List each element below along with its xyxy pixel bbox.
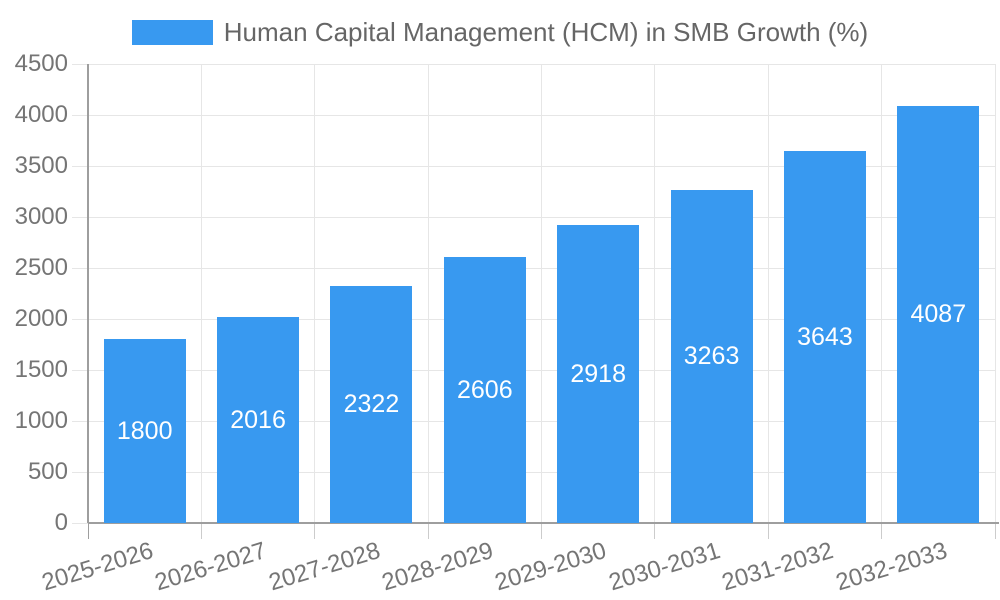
bar[interactable]: 3643 (783, 151, 866, 523)
y-axis-tick (72, 63, 88, 65)
legend-label: Human Capital Management (HCM) in SMB Gr… (223, 17, 869, 47)
x-axis-category-label: 2030-2031 (605, 537, 724, 597)
bar-value-label: 2606 (457, 375, 513, 404)
x-axis-tick (541, 523, 542, 539)
y-axis-tick-label: 1500 (14, 356, 68, 383)
bar-value-label: 2322 (343, 390, 400, 419)
x-axis-category-label: 2026-2027 (152, 537, 270, 597)
bar[interactable]: 3263 (670, 190, 753, 523)
y-axis-tick (72, 267, 88, 269)
x-axis-category-label: 2025-2026 (38, 537, 157, 597)
y-axis-tick-label: 2000 (14, 305, 68, 332)
bar-value-label: 2016 (230, 405, 286, 434)
x-gridline (881, 64, 883, 523)
bar-value-label: 4087 (910, 300, 967, 329)
y-axis-tick-label: 2500 (14, 254, 68, 281)
bar[interactable]: 2918 (557, 225, 640, 523)
y-axis-tick (72, 369, 88, 371)
x-axis-line (88, 522, 999, 524)
y-axis-tick (72, 165, 88, 167)
bar-value-label: 3643 (797, 322, 853, 351)
bar-value-label: 2918 (570, 359, 626, 388)
x-axis-category-label: 2029-2030 (492, 537, 610, 597)
bar-value-label: 1800 (116, 416, 173, 445)
y-axis-tick (72, 420, 88, 422)
x-axis-tick (87, 523, 89, 539)
y-axis-tick (72, 114, 88, 116)
y-axis-tick (72, 471, 88, 473)
x-gridline (541, 64, 542, 523)
bar-value-label: 3263 (683, 342, 740, 371)
bar[interactable]: 2016 (217, 317, 300, 523)
x-axis-category-label: 2032-2033 (832, 537, 950, 597)
y-axis-tick-label: 3500 (14, 152, 68, 179)
y-axis-tick-label: 500 (27, 458, 68, 485)
x-axis-tick (767, 523, 769, 539)
y-axis-tick (72, 522, 88, 524)
x-axis-tick (200, 523, 202, 539)
bar[interactable]: 4087 (897, 106, 980, 523)
x-axis-tick (314, 523, 316, 539)
x-axis-category-label: 2031-2032 (718, 537, 837, 597)
bar[interactable]: 1800 (103, 339, 186, 523)
x-gridline (767, 64, 769, 523)
x-axis-category-label: 2028-2029 (378, 537, 497, 597)
x-axis-tick (427, 523, 429, 539)
x-gridline (994, 64, 996, 523)
bar[interactable]: 2322 (330, 286, 413, 523)
y-axis-tick (72, 318, 88, 320)
y-axis-line (87, 64, 89, 523)
x-axis-tick (654, 523, 656, 539)
bar[interactable]: 2606 (443, 257, 526, 523)
x-gridline (200, 64, 202, 523)
y-axis-tick-label: 0 (54, 509, 68, 536)
x-gridline (314, 64, 316, 523)
x-gridline (654, 64, 656, 523)
x-axis-category-label: 2027-2028 (265, 537, 384, 597)
x-axis-tick (881, 523, 883, 539)
x-gridline (427, 64, 429, 523)
y-axis-tick-label: 4500 (14, 50, 68, 77)
y-axis-tick-label: 1000 (14, 407, 68, 434)
y-axis-tick-label: 4000 (14, 101, 68, 128)
legend-swatch-icon (131, 20, 213, 45)
y-axis-tick (72, 216, 88, 218)
x-axis-tick (994, 523, 996, 539)
y-axis-tick-label: 3000 (14, 203, 68, 230)
chart-legend-item[interactable]: Human Capital Management (HCM) in SMB Gr… (0, 17, 1000, 48)
